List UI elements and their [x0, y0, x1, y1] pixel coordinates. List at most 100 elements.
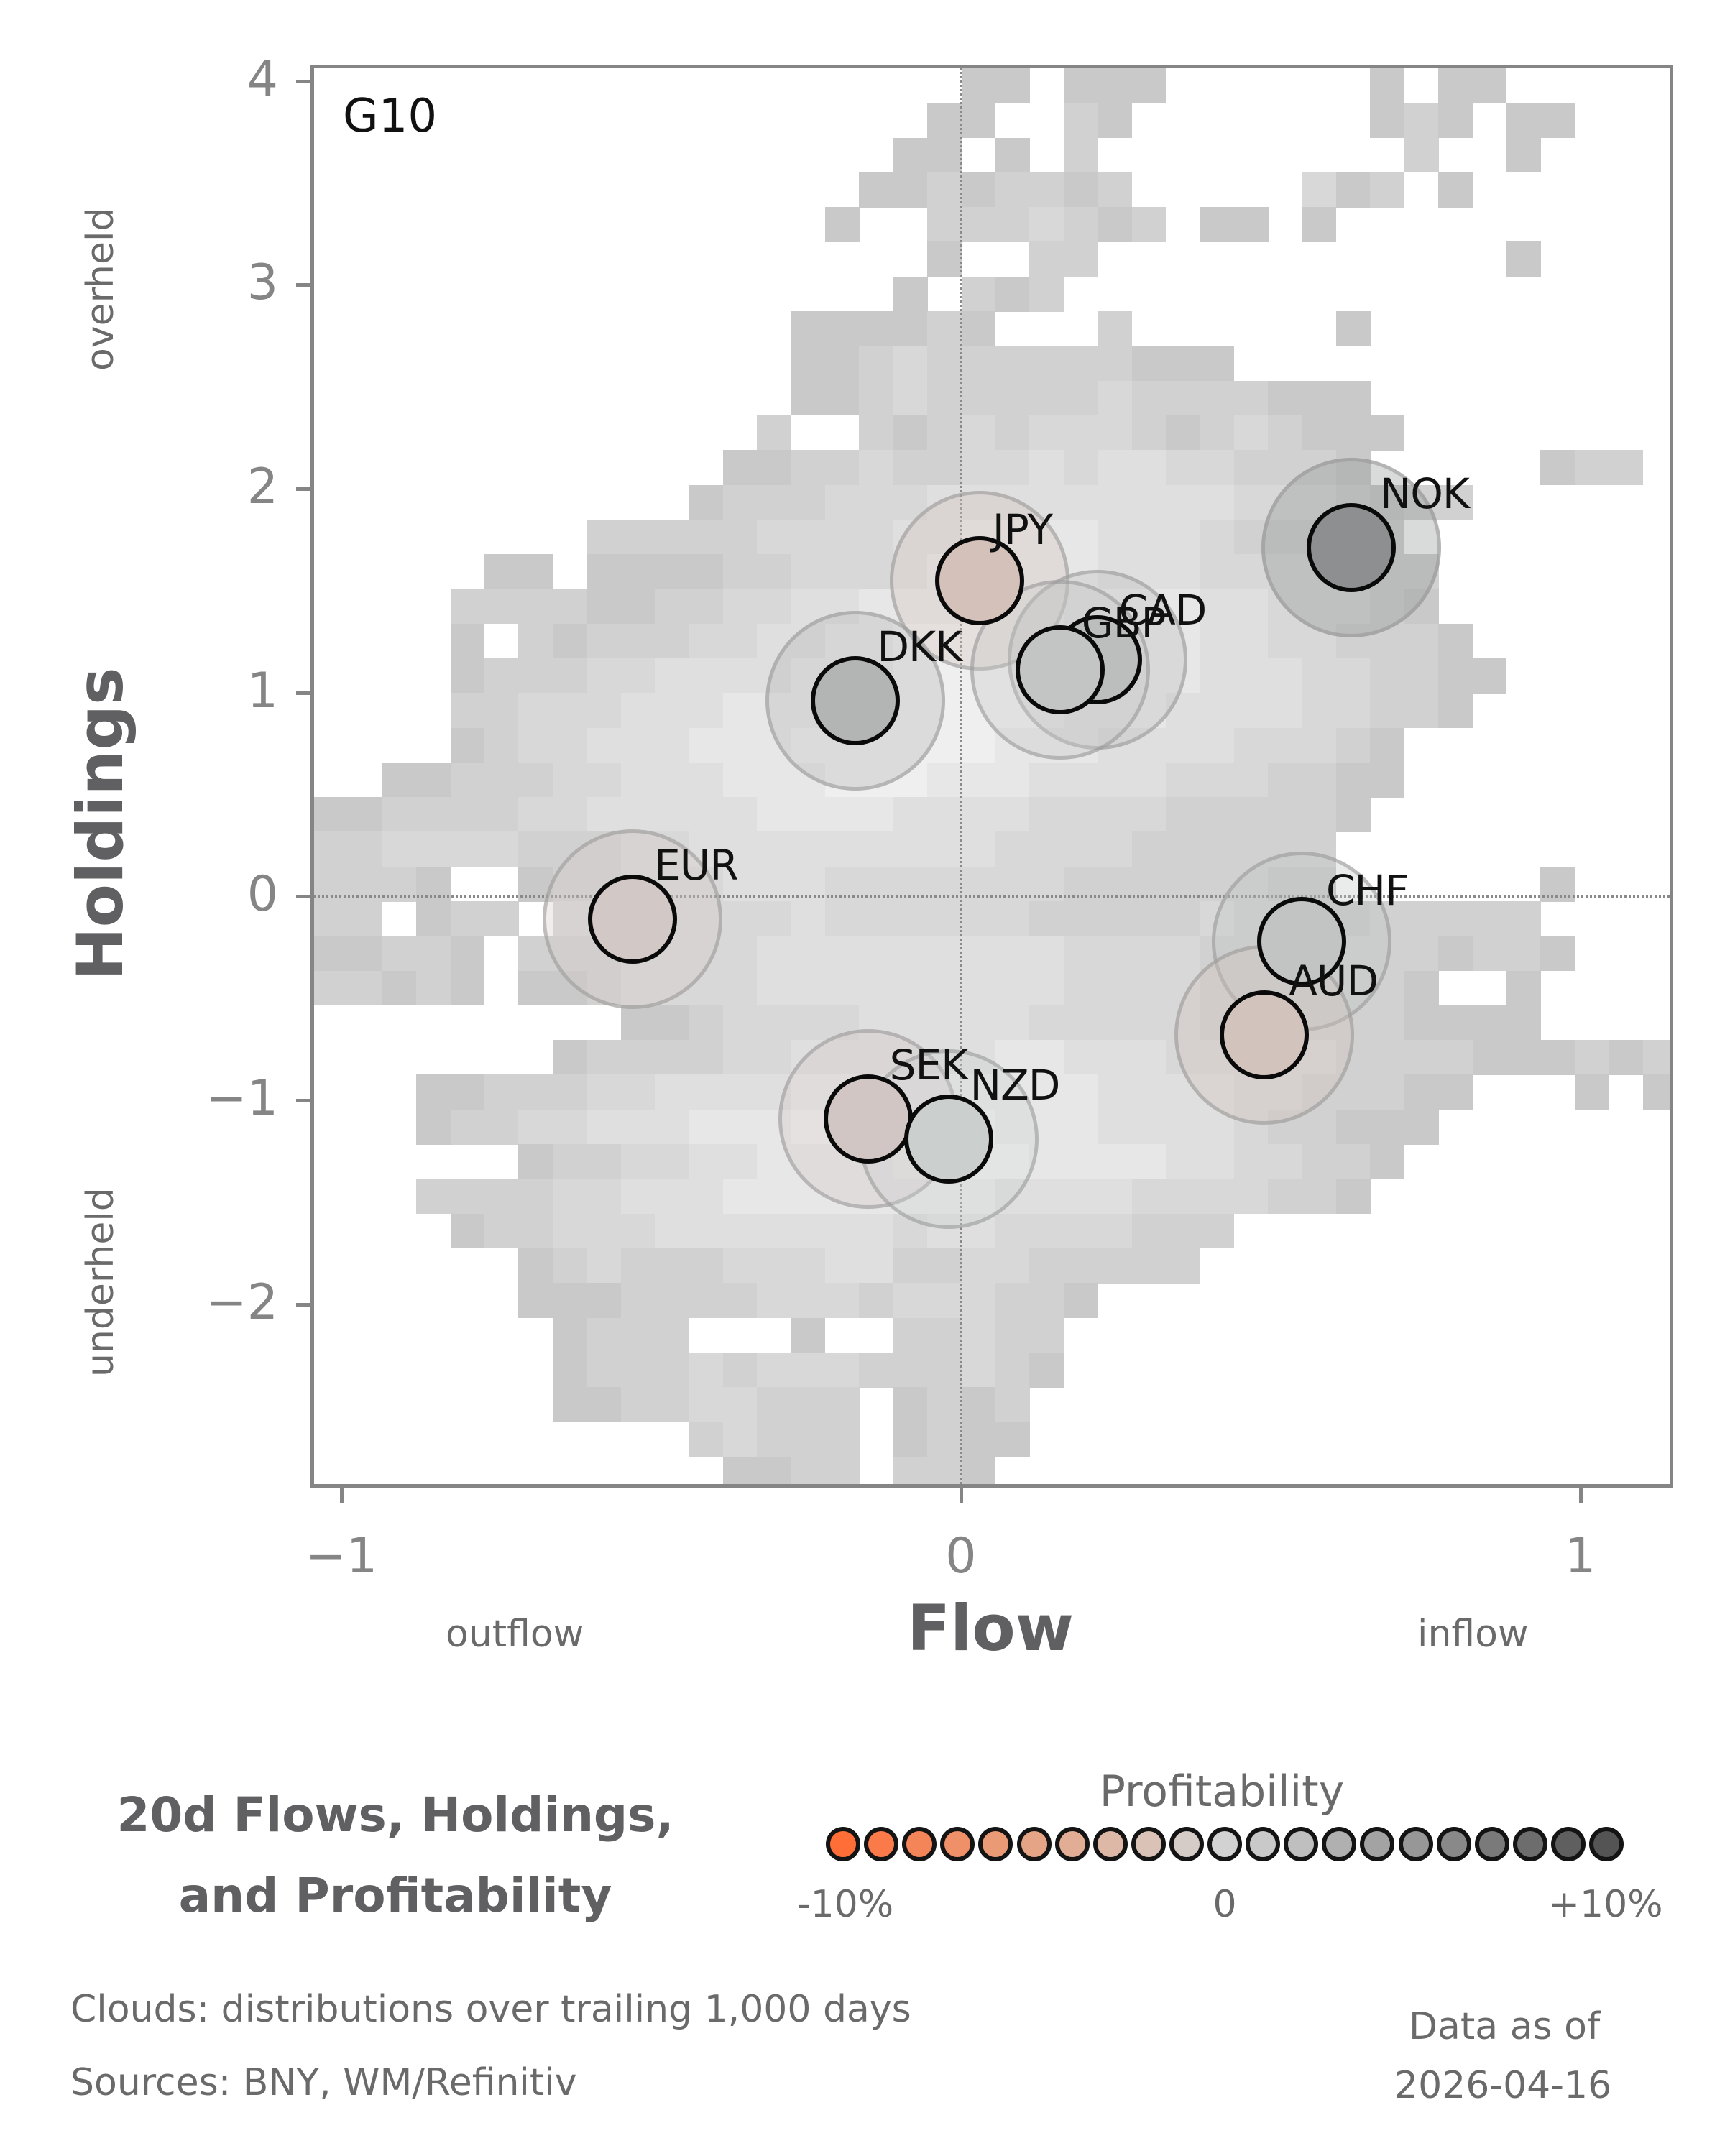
- point-chf[interactable]: [1256, 896, 1346, 986]
- heatmap-cell: [1166, 1248, 1200, 1284]
- heatmap-cell: [1370, 1005, 1405, 1041]
- heatmap-cell: [620, 1352, 656, 1388]
- heatmap-cell: [518, 1248, 553, 1284]
- heatmap-cell: [620, 658, 656, 694]
- colorbar-swatch: [1092, 1827, 1128, 1861]
- heatmap-cell: [1029, 901, 1064, 936]
- heatmap-cell: [1098, 1074, 1133, 1110]
- colorbar-max-label: +10%: [1548, 1883, 1663, 1926]
- heatmap-cell: [1200, 658, 1235, 694]
- heatmap-cell: [1063, 901, 1098, 936]
- heatmap-cell: [1404, 103, 1439, 139]
- colorbar-swatch: [1398, 1827, 1433, 1861]
- point-jpy[interactable]: [934, 535, 1024, 625]
- heatmap-cell: [1268, 762, 1303, 798]
- heatmap-cell: [1131, 901, 1167, 936]
- y-tick-label: 0: [247, 866, 278, 923]
- heatmap-cell: [552, 1109, 587, 1145]
- heatmap-cell: [927, 1283, 962, 1319]
- heatmap-cell: [825, 831, 860, 867]
- heatmap-cell: [1098, 797, 1133, 832]
- point-sek[interactable]: [823, 1074, 913, 1164]
- heatmap-cell: [586, 1040, 622, 1075]
- heatmap-cell: [1166, 1179, 1200, 1215]
- heatmap-cell: [1063, 172, 1098, 208]
- heatmap-cell: [484, 1109, 519, 1145]
- heatmap-cell: [995, 380, 1030, 416]
- heatmap-cell: [518, 1283, 553, 1319]
- heatmap-cell: [1472, 936, 1507, 972]
- heatmap-cell: [757, 1005, 792, 1041]
- colorbar-swatch: [1360, 1827, 1395, 1861]
- heatmap-cell: [893, 137, 928, 173]
- heatmap-cell: [586, 762, 622, 798]
- y-side-label-overheld: overheld: [79, 207, 122, 371]
- heatmap-cell: [1336, 1179, 1371, 1215]
- heatmap-cell: [927, 831, 962, 867]
- heatmap-cell: [1302, 1109, 1337, 1145]
- heatmap-cell: [995, 797, 1030, 832]
- heatmap-cell: [1029, 970, 1064, 1006]
- heatmap-cell: [689, 762, 724, 798]
- point-dkk[interactable]: [811, 656, 901, 746]
- chart-title: 20d Flows, Holdings, and Profitability: [79, 1775, 712, 1936]
- heatmap-cell: [927, 346, 962, 382]
- heatmap-cell: [620, 1144, 656, 1179]
- heatmap-cell: [552, 623, 587, 659]
- heatmap-cell: [655, 554, 689, 589]
- heatmap-cell: [995, 1213, 1030, 1249]
- heatmap-cell: [1370, 693, 1405, 729]
- point-nzd[interactable]: [903, 1094, 993, 1184]
- zero-flow-reference-line: [960, 68, 962, 1484]
- y-tick: [296, 79, 310, 83]
- heatmap-cell: [1200, 762, 1235, 798]
- heatmap-cell: [961, 831, 996, 867]
- heatmap-cell: [1029, 415, 1064, 451]
- heatmap-cell: [655, 1144, 689, 1179]
- heatmap-cell: [757, 831, 792, 867]
- heatmap-cell: [825, 1422, 860, 1457]
- heatmap-cell: [1233, 1179, 1269, 1215]
- point-eur[interactable]: [588, 874, 678, 964]
- x-tick-label: 0: [945, 1528, 977, 1585]
- heatmap-cell: [1166, 519, 1200, 555]
- heatmap-cell: [620, 1040, 656, 1075]
- heatmap-cell: [722, 970, 758, 1006]
- heatmap-cell: [1404, 623, 1439, 659]
- heatmap-cell: [722, 1144, 758, 1179]
- heatmap-cell: [518, 1074, 553, 1110]
- heatmap-cell: [1131, 415, 1167, 451]
- heatmap-cell: [893, 1387, 928, 1422]
- heatmap-cell: [1302, 658, 1337, 694]
- heatmap-cell: [655, 1109, 689, 1145]
- point-gbp[interactable]: [1015, 625, 1105, 715]
- heatmap-cell: [1370, 415, 1405, 451]
- heatmap-cell: [1404, 658, 1439, 694]
- heatmap-cell: [995, 1248, 1030, 1284]
- heatmap-cell: [1063, 970, 1098, 1006]
- heatmap-cell: [689, 1109, 724, 1145]
- point-nok[interactable]: [1306, 503, 1396, 593]
- heatmap-cell: [722, 554, 758, 589]
- heatmap-cell: [518, 554, 553, 589]
- heatmap-cell: [655, 1005, 689, 1041]
- point-aud[interactable]: [1220, 990, 1310, 1080]
- x-tick: [340, 1488, 344, 1503]
- heatmap-cell: [757, 484, 792, 520]
- heatmap-cell: [552, 727, 587, 763]
- heatmap-cell: [1438, 936, 1473, 972]
- heatmap-cell: [314, 936, 349, 972]
- heatmap-cell: [1166, 901, 1200, 936]
- heatmap-cell: [893, 172, 928, 208]
- heatmap-cell: [586, 1109, 622, 1145]
- heatmap-cell: [1131, 936, 1167, 972]
- heatmap-cell: [1131, 1179, 1167, 1215]
- heatmap-cell: [995, 276, 1030, 312]
- heatmap-cell: [1029, 380, 1064, 416]
- heatmap-cell: [586, 1213, 622, 1249]
- heatmap-cell: [1063, 1144, 1098, 1179]
- heatmap-cell: [1268, 380, 1303, 416]
- heatmap-cell: [620, 1317, 656, 1353]
- heatmap-cell: [450, 936, 485, 972]
- colorbar-swatch: [1054, 1827, 1090, 1861]
